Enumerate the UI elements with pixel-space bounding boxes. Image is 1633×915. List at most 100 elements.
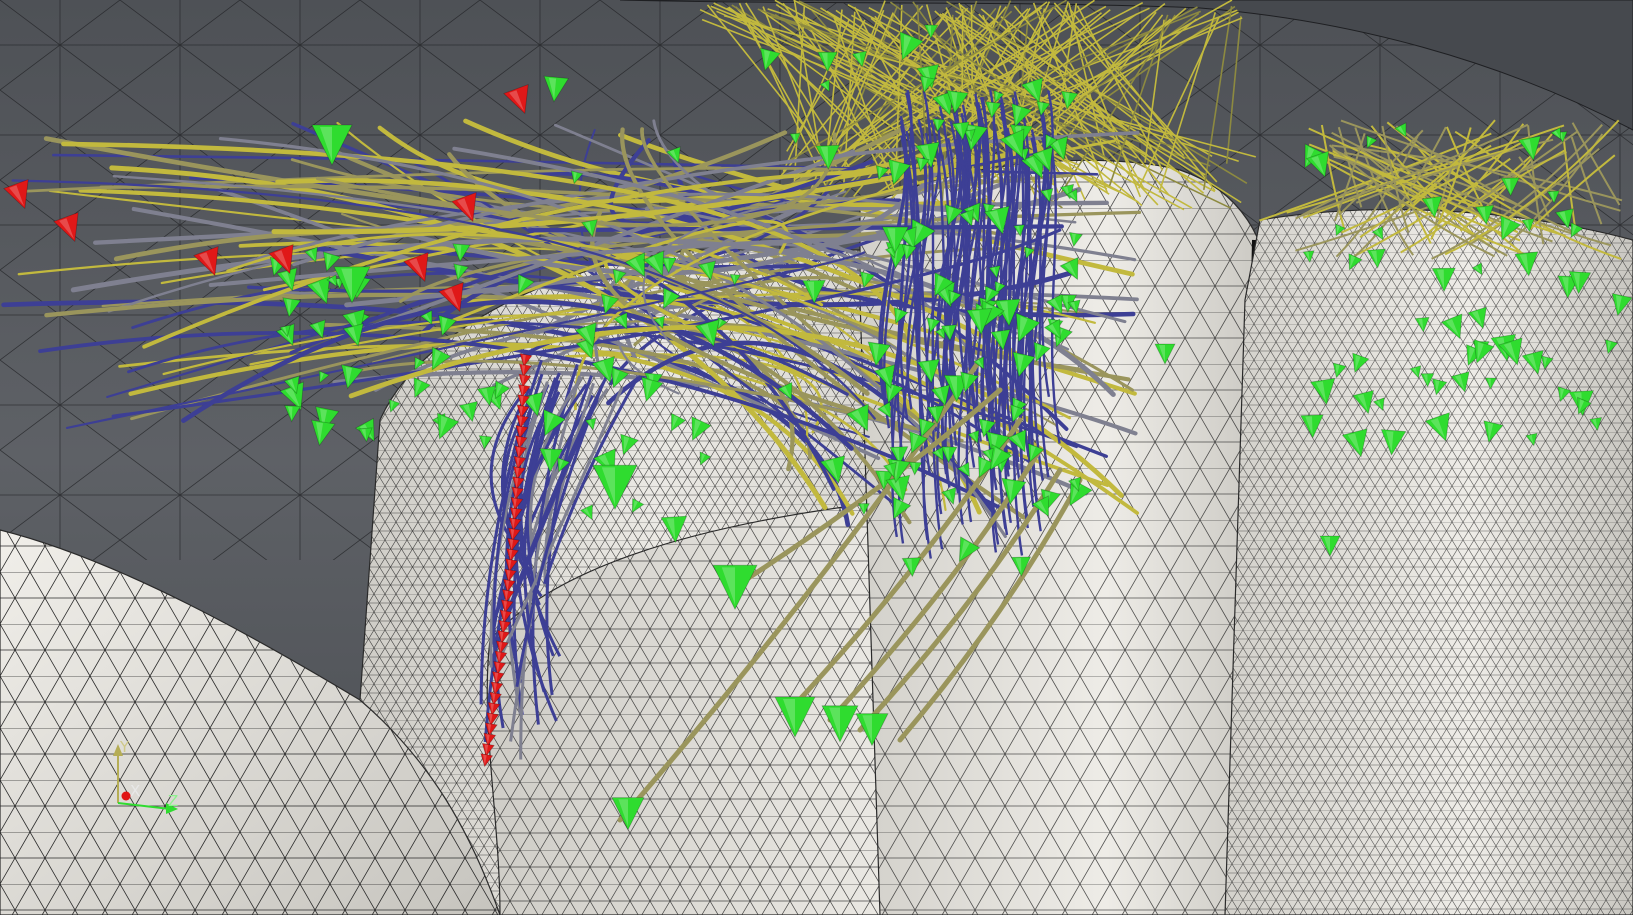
green-arrow-glyph [1067,299,1081,315]
green-arrow-glyph [951,121,970,141]
green-arrow-glyph [1319,535,1341,557]
green-arrow-glyph [1431,267,1456,293]
green-arrow-glyph [1500,177,1520,197]
green-arrow-glyph [994,280,1007,295]
streamline-fan [723,14,1257,158]
green-arrow-glyph [789,132,801,145]
red-seed-glyph [511,486,525,501]
streamline-right [1430,127,1472,240]
streamline-fan [858,1,1144,151]
green-arrow-glyph [926,405,945,425]
green-arrow-glyph [1514,251,1539,277]
green-arrow-glyph [613,311,628,330]
green-arrow-glyph [916,358,941,384]
green-arrow-glyph [930,384,951,407]
green-arrow-glyph [1484,377,1498,390]
green-arrow-glyph [1517,135,1542,161]
green-arrow-glyph [909,430,929,454]
green-arrow-glyph [1424,412,1450,442]
streamline-tube [61,141,914,344]
streamline-fan [1053,2,1218,183]
streamline-fan [1144,19,1165,163]
streamline-fan [1203,5,1233,191]
streamline-fan [944,2,1166,176]
streamline-tube [127,320,1078,449]
streamline-tube [226,232,1072,420]
green-arrow-glyph [1366,248,1387,269]
green-arrow-glyph [1066,188,1078,203]
green-arrow-glyph [1011,103,1033,128]
red-seed-glyph [489,691,503,706]
green-arrow-glyph [978,418,997,438]
streamline-right [1301,123,1529,217]
green-arrow-glyph [1045,133,1058,150]
green-arrow-glyph [1420,373,1435,388]
green-arrow-glyph [821,705,859,743]
green-arrow-glyph [1024,246,1036,260]
streamline-tube [11,179,876,420]
green-arrow-glyph [494,380,511,400]
right-cylinder[interactable] [1224,208,1633,915]
green-arrow-glyph [918,417,936,438]
red-seed-glyph [514,445,528,460]
green-arrow-glyph [1372,397,1385,412]
green-arrow-glyph [1036,100,1051,117]
green-arrow-glyph [279,324,291,338]
streamline-curve [519,375,582,760]
streamline-right [1431,124,1603,260]
green-arrow-glyph [1521,349,1544,375]
green-arrow-glyph [1467,306,1487,330]
green-arrow-glyph [663,287,681,310]
red-seed-glyph [515,424,529,440]
green-arrow-glyph [1068,231,1084,248]
green-arrow-glyph [620,433,640,456]
green-arrow-glyph [304,246,318,263]
green-arrow-glyph [993,298,1021,327]
red-seed-glyph [513,455,527,470]
green-arrow-glyph [1341,428,1368,458]
green-arrow-glyph [431,346,452,371]
streamline-curve [479,359,543,705]
green-arrow-glyph [874,470,895,491]
green-arrow-glyph [600,293,620,315]
green-arrow-glyph [671,412,687,432]
streamline-right [1570,136,1603,225]
streamline-right [1333,133,1366,222]
streamline-vertical [922,90,944,550]
green-arrow-glyph [1013,224,1026,237]
streamline-tube [65,251,866,429]
green-arrow-glyph [1302,250,1315,264]
green-arrow-glyph [988,265,1001,279]
green-arrow-glyph [436,412,460,440]
green-arrow-glyph [1604,339,1619,355]
green-arrow-glyph [517,273,535,295]
streamline-tube [341,242,813,269]
green-arrow-glyph [923,24,939,40]
y-axis-label: Y [119,738,130,756]
green-arrow-glyph [413,377,432,399]
streamline-right [1308,127,1486,210]
red-seed-glyph [491,671,505,686]
green-arrow-glyph [1500,215,1522,241]
green-arrow-glyph [580,219,598,238]
green-arrow-glyph [985,101,1002,119]
green-arrow-glyph [908,461,923,476]
red-seed-glyph [495,640,509,655]
orientation-axes-widget[interactable]: Y Z X [113,738,178,814]
green-arrow-glyph [282,297,302,318]
green-arrow-glyph [1450,371,1470,393]
left-lower-body[interactable] [0,529,521,915]
streamline-right [1571,122,1621,206]
green-arrow-glyph [1483,420,1504,444]
green-arrow-glyph [940,487,957,506]
green-arrow-glyph [591,355,615,384]
green-arrow-glyph [697,260,717,282]
streamline-fan [738,2,827,186]
streamline-fan [941,12,1242,204]
green-arrow-glyph [993,89,1005,104]
green-arrow-glyph [1059,256,1079,281]
red-seed-glyph [510,496,524,511]
green-arrow-glyph [574,322,597,349]
